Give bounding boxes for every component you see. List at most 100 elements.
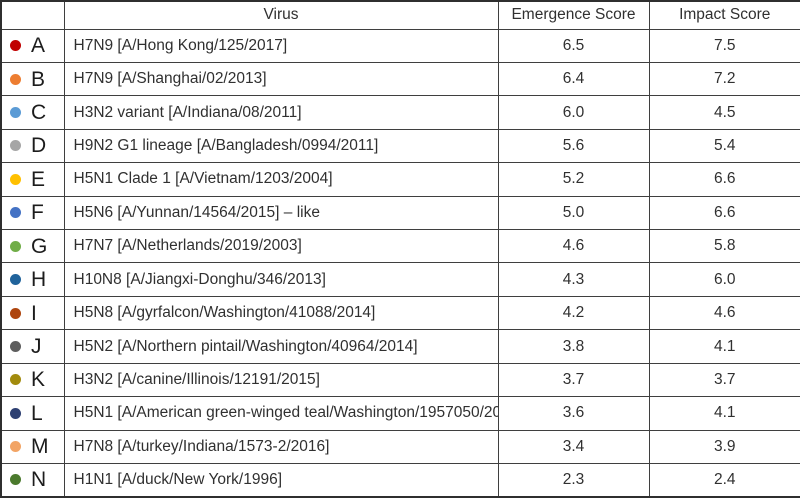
- virus-marker-dot-icon: [10, 274, 21, 286]
- virus-id-wrap: A: [10, 35, 63, 56]
- virus-id-wrap: J: [10, 335, 63, 358]
- virus-id-wrap: L: [10, 403, 63, 424]
- table-row: B H7N9 [A/Shanghai/02/2013] 6.4 7.2: [0, 61, 800, 97]
- virus-name: H5N2 [A/Northern pintail/Washington/4096…: [63, 329, 499, 364]
- table-row: H H10N8 [A/Jiangxi-Donghu/346/2013] 4.3 …: [0, 262, 800, 297]
- impact-score-value: 4.6: [648, 295, 800, 331]
- table-row: D H9N2 G1 lineage [A/Bangladesh/0994/201…: [0, 128, 800, 164]
- virus-id-wrap: E: [10, 169, 63, 190]
- virus-marker-dot-icon: [10, 73, 21, 85]
- table-row: M H7N8 [A/turkey/Indiana/1573-2/2016] 3.…: [0, 429, 800, 464]
- virus-id-cell: D: [0, 128, 65, 164]
- table-row: I H5N8 [A/gyrfalcon/Washington/41088/201…: [0, 295, 800, 331]
- virus-letter: I: [31, 301, 37, 325]
- impact-score-value: 7.5: [648, 28, 800, 63]
- virus-id-cell: J: [0, 329, 65, 364]
- virus-id-wrap: C: [10, 101, 63, 125]
- impact-score-value: 4.5: [648, 95, 800, 130]
- virus-id-cell: L: [0, 396, 65, 431]
- emergence-score-value: 6.5: [497, 28, 650, 63]
- impact-score-value: 6.6: [648, 195, 800, 231]
- impact-score-value: 6.6: [648, 162, 800, 197]
- virus-name: H5N6 [A/Yunnan/14564/2015] – like: [63, 195, 499, 231]
- virus-marker-dot-icon: [10, 107, 21, 119]
- emergence-score-value: 5.6: [497, 128, 650, 164]
- table-body: A H7N9 [A/Hong Kong/125/2017] 6.5 7.5 B …: [0, 28, 800, 498]
- virus-marker-dot-icon: [10, 474, 21, 486]
- emergence-score-value: 3.7: [497, 362, 650, 398]
- impact-score-value: 2.4: [648, 462, 800, 498]
- virus-name: H5N1 [A/American green-winged teal/Washi…: [63, 396, 499, 431]
- virus-id-wrap: N: [10, 469, 63, 490]
- table-row: E H5N1 Clade 1 [A/Vietnam/1203/2004] 5.2…: [0, 162, 800, 197]
- virus-id-cell: C: [0, 95, 65, 130]
- virus-letter: C: [31, 101, 47, 125]
- table-row: J H5N2 [A/Northern pintail/Washington/40…: [0, 329, 800, 364]
- virus-marker-dot-icon: [10, 307, 21, 319]
- virus-id-cell: N: [0, 462, 65, 498]
- virus-id-cell: F: [0, 195, 65, 231]
- table-row: K H3N2 [A/canine/Illinois/12191/2015] 3.…: [0, 362, 800, 398]
- table-row: F H5N6 [A/Yunnan/14564/2015] – like 5.0 …: [0, 195, 800, 231]
- virus-id-cell: M: [0, 429, 65, 464]
- virus-id-wrap: F: [10, 201, 63, 225]
- virus-id-wrap: G: [10, 234, 63, 258]
- impact-score-value: 7.2: [648, 61, 800, 97]
- header-emergence-score: Emergence Score: [497, 0, 650, 30]
- impact-score-value: 5.8: [648, 229, 800, 264]
- virus-letter: B: [31, 67, 46, 91]
- table-row: G H7N7 [A/Netherlands/2019/2003] 4.6 5.8: [0, 229, 800, 264]
- emergence-score-value: 3.6: [497, 396, 650, 431]
- emergence-score-value: 4.6: [497, 229, 650, 264]
- virus-letter: K: [31, 368, 46, 392]
- emergence-score-value: 4.2: [497, 295, 650, 331]
- emergence-score-value: 5.0: [497, 195, 650, 231]
- virus-letter: G: [31, 234, 48, 258]
- virus-marker-dot-icon: [10, 374, 21, 386]
- virus-name: H5N1 Clade 1 [A/Vietnam/1203/2004]: [63, 162, 499, 197]
- header-impact-score: Impact Score: [648, 0, 800, 30]
- virus-id-cell: G: [0, 229, 65, 264]
- emergence-score-value: 6.4: [497, 61, 650, 97]
- virus-id-cell: K: [0, 362, 65, 398]
- table-row: L H5N1 [A/American green-winged teal/Was…: [0, 396, 800, 431]
- virus-name: H7N8 [A/turkey/Indiana/1573-2/2016]: [63, 429, 499, 464]
- virus-marker-dot-icon: [10, 341, 21, 352]
- emergence-score-value: 3.8: [497, 329, 650, 364]
- virus-letter: M: [31, 435, 49, 459]
- impact-score-value: 4.1: [648, 396, 800, 431]
- virus-id-wrap: K: [10, 368, 63, 392]
- virus-name: H3N2 [A/canine/Illinois/12191/2015]: [63, 362, 499, 398]
- virus-letter: F: [31, 201, 44, 225]
- impact-score-value: 3.9: [648, 429, 800, 464]
- virus-name: H1N1 [A/duck/New York/1996]: [63, 462, 499, 498]
- emergence-score-value: 2.3: [497, 462, 650, 498]
- emergence-score-value: 5.2: [497, 162, 650, 197]
- table-row: C H3N2 variant [A/Indiana/08/2011] 6.0 4…: [0, 95, 800, 130]
- virus-letter: J: [31, 335, 42, 358]
- virus-name: H7N9 [A/Hong Kong/125/2017]: [63, 28, 499, 63]
- virus-name: H9N2 G1 lineage [A/Bangladesh/0994/2011]: [63, 128, 499, 164]
- virus-id-wrap: D: [10, 135, 63, 156]
- virus-name: H10N8 [A/Jiangxi-Donghu/346/2013]: [63, 262, 499, 297]
- virus-id-cell: B: [0, 61, 65, 97]
- emergence-score-value: 4.3: [497, 262, 650, 297]
- emergence-score-value: 6.0: [497, 95, 650, 130]
- virus-marker-dot-icon: [10, 407, 21, 419]
- header-id-cell: [0, 0, 65, 30]
- virus-id-wrap: B: [10, 67, 63, 91]
- emergence-score-value: 3.4: [497, 429, 650, 464]
- header-row: Virus Emergence Score Impact Score: [0, 0, 800, 30]
- table-row: A H7N9 [A/Hong Kong/125/2017] 6.5 7.5: [0, 28, 800, 63]
- virus-name: H3N2 variant [A/Indiana/08/2011]: [63, 95, 499, 130]
- virus-name: H5N8 [A/gyrfalcon/Washington/41088/2014]: [63, 295, 499, 331]
- virus-marker-dot-icon: [10, 207, 21, 219]
- virus-marker-dot-icon: [10, 441, 21, 453]
- virus-marker-dot-icon: [10, 240, 21, 252]
- virus-marker-dot-icon: [10, 40, 21, 52]
- impact-score-value: 3.7: [648, 362, 800, 398]
- virus-letter: H: [31, 268, 47, 292]
- impact-score-value: 6.0: [648, 262, 800, 297]
